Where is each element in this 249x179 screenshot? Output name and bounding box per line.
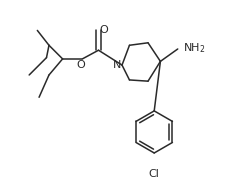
Text: NH$_2$: NH$_2$	[183, 42, 206, 55]
Text: O: O	[77, 60, 86, 70]
Text: N: N	[112, 60, 121, 70]
Text: O: O	[100, 25, 108, 35]
Text: Cl: Cl	[149, 169, 160, 179]
